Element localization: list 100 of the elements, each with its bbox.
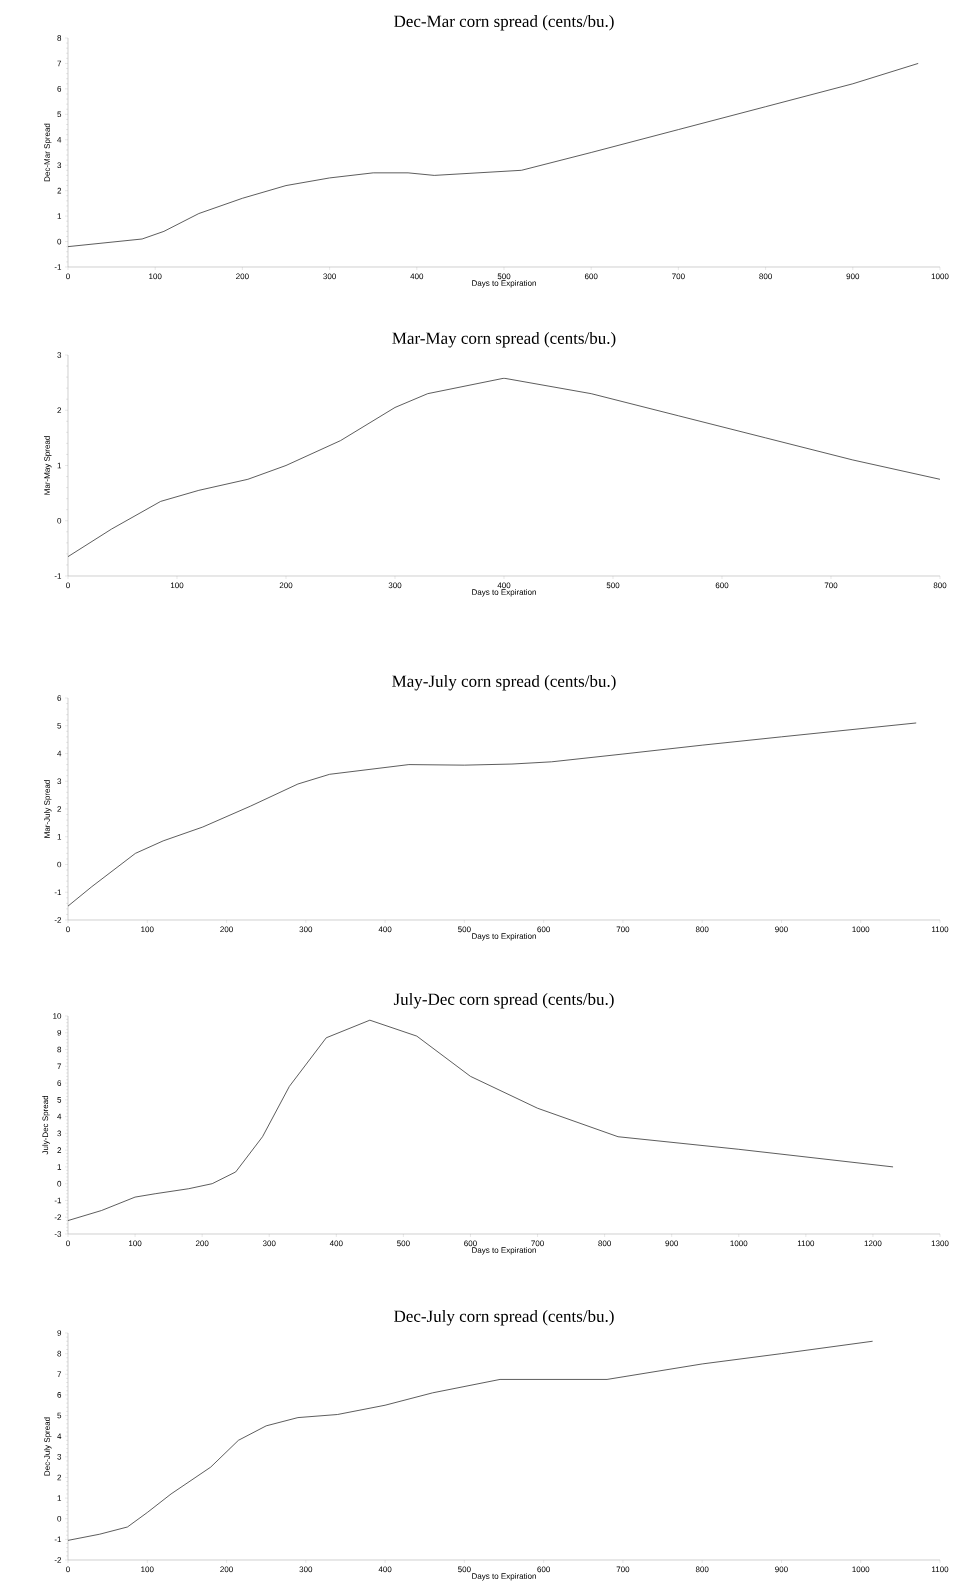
x-tick-label: 900 <box>665 1240 679 1247</box>
x-tick-label: 100 <box>129 1240 142 1247</box>
x-tick-label: 1300 <box>931 1240 949 1247</box>
x-tick-label: 700 <box>616 926 630 933</box>
x-tick-label: 800 <box>759 273 772 280</box>
y-tick-label: 0 <box>57 517 62 524</box>
y-tick-label: 9 <box>57 1330 62 1336</box>
x-axis-title: Days to Expiration <box>472 1247 536 1255</box>
line-series <box>68 1019 894 1221</box>
x-tick-label: 0 <box>66 1240 70 1247</box>
x-tick-label: 1000 <box>931 273 949 280</box>
x-tick-label: 500 <box>458 926 471 933</box>
x-axis-title: Days to Expiration <box>472 933 536 941</box>
chart-title: July-Dec corn spread (cents/bu.) <box>393 992 614 1009</box>
x-tick-label: 300 <box>299 926 313 933</box>
y-tick-label: 5 <box>57 1412 62 1419</box>
x-tick-label: 1100 <box>932 926 949 933</box>
x-tick-label: 100 <box>141 926 154 933</box>
x-tick-label: 800 <box>598 1240 611 1247</box>
y-tick-label: 3 <box>57 1453 62 1460</box>
y-tick-label: -1 <box>54 1536 62 1543</box>
x-tick-label: 600 <box>537 1566 550 1573</box>
y-tick-label: -1 <box>54 1197 62 1204</box>
y-tick-label: 2 <box>57 187 62 194</box>
x-tick-label: 100 <box>141 1566 154 1573</box>
x-tick-label: 200 <box>236 273 249 280</box>
x-tick-label: 500 <box>458 1566 471 1573</box>
x-tick-label: 1100 <box>932 1566 949 1573</box>
y-tick-label: 0 <box>57 861 62 868</box>
x-axis-title: Days to Expiration <box>472 280 536 288</box>
y-tick-label: 3 <box>57 778 62 785</box>
x-tick-label: 0 <box>66 273 70 280</box>
y-tick-label: 2 <box>57 806 62 812</box>
x-tick-label: 1000 <box>730 1240 748 1247</box>
x-tick-label: 200 <box>195 1240 209 1247</box>
x-tick-label: 700 <box>824 582 838 589</box>
y-tick-label: -2 <box>54 1214 62 1221</box>
y-tick-label: 4 <box>57 137 62 143</box>
y-tick-label: -1 <box>54 573 62 579</box>
line-series <box>68 722 917 907</box>
x-tick-label: 800 <box>933 582 947 589</box>
x-tick-label: 900 <box>775 1566 788 1573</box>
y-tick-label: 8 <box>57 35 62 41</box>
x-tick-label: 100 <box>170 582 184 589</box>
x-tick-label: 300 <box>388 582 402 589</box>
y-tick-label: 0 <box>57 1515 62 1522</box>
x-tick-label: 1200 <box>864 1240 882 1247</box>
x-axis-title: Days to Expiration <box>472 1573 536 1581</box>
x-tick-label: 300 <box>262 1240 276 1247</box>
x-tick-label: 400 <box>378 926 392 933</box>
x-tick-label: 500 <box>397 1240 410 1247</box>
x-tick-label: 900 <box>775 926 788 933</box>
y-axis-title: Dec-Mar Spread <box>44 123 52 182</box>
y-tick-label: -1 <box>54 889 62 895</box>
x-tick-label: 400 <box>497 582 511 589</box>
y-tick-label: 1 <box>57 1164 62 1170</box>
x-tick-label: 400 <box>329 1240 343 1247</box>
x-tick-label: 300 <box>299 1566 313 1573</box>
x-tick-label: 200 <box>279 582 293 589</box>
x-tick-label: 600 <box>537 926 550 933</box>
y-tick-label: 7 <box>57 60 62 67</box>
y-tick-label: 6 <box>57 1392 62 1398</box>
y-tick-label: 4 <box>57 750 62 757</box>
y-tick-label: 1 <box>57 833 62 840</box>
x-axis-title: Days to Expiration <box>472 589 536 597</box>
x-tick-label: 900 <box>846 273 860 280</box>
x-tick-label: 1100 <box>797 1240 815 1247</box>
x-tick-label: 600 <box>584 273 598 280</box>
y-tick-label: 8 <box>57 1046 62 1053</box>
y-tick-label: 10 <box>53 1013 62 1019</box>
y-tick-label: 1 <box>57 213 62 219</box>
y-axis-title: July-Dec Spread <box>42 1095 50 1155</box>
x-tick-label: 0 <box>66 1566 70 1573</box>
x-tick-label: 500 <box>606 582 620 589</box>
chart-title: Mar-May corn spread (cents/bu.) <box>392 332 616 348</box>
y-tick-label: -2 <box>54 917 62 923</box>
y-tick-label: 6 <box>57 695 62 701</box>
y-tick-label: 0 <box>57 238 62 245</box>
y-tick-label: 6 <box>57 86 62 92</box>
y-tick-label: 8 <box>57 1350 62 1357</box>
y-tick-label: 2 <box>57 1147 62 1153</box>
y-tick-label: -1 <box>54 264 62 270</box>
chart-title: May-July corn spread (cents/bu.) <box>392 675 616 691</box>
x-tick-label: 100 <box>149 273 162 280</box>
y-tick-label: 0 <box>57 1180 62 1187</box>
line-series <box>68 377 940 558</box>
x-tick-label: 700 <box>672 273 685 280</box>
y-tick-label: 3 <box>57 1130 62 1137</box>
chart-title: Dec-Mar corn spread (cents/bu.) <box>394 15 614 31</box>
y-axis-title: Mar-July Spread <box>44 780 52 838</box>
y-tick-label: 7 <box>57 1063 62 1070</box>
y-tick-label: 5 <box>57 1097 62 1103</box>
y-tick-label: 6 <box>57 1080 62 1086</box>
y-tick-label: 2 <box>57 1474 62 1481</box>
y-tick-label: 4 <box>57 1113 62 1120</box>
x-tick-label: 0 <box>66 582 70 589</box>
y-axis-title: Dec-July Spread <box>44 1417 52 1476</box>
x-tick-label: 1000 <box>852 926 870 933</box>
y-tick-label: 1 <box>57 1495 62 1501</box>
y-tick-label: -3 <box>54 1231 62 1237</box>
